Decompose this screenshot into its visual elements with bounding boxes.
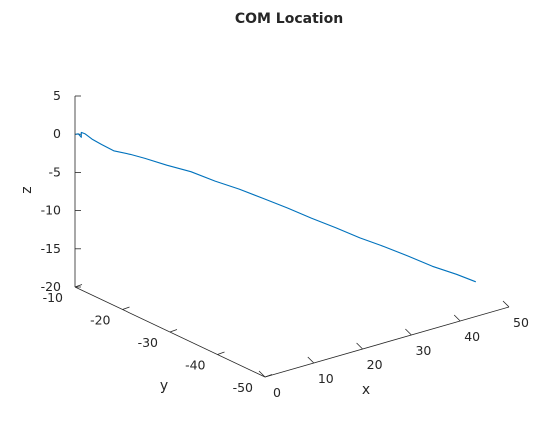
chart-title: COM Location [235,11,343,27]
z-tick-label: -10 [41,203,61,218]
y-tick-label: -30 [138,335,158,350]
y-tick-label: -50 [233,380,253,395]
x-tick-mark [308,357,314,363]
x-tick-mark [503,301,509,307]
y-tick-mark [265,375,272,378]
z-tick-label: 0 [53,126,61,141]
x-tick-label: 30 [415,343,431,358]
y-tick-mark [123,307,130,310]
x-tick-label: 20 [367,357,383,372]
series-group [76,132,476,281]
y-tick-label: -20 [90,313,110,328]
x-tick-label: 40 [464,329,480,344]
z-axis-label: z [19,186,35,193]
y-tick-label: -10 [43,290,63,305]
x-tick-label: 10 [318,371,334,386]
y-axis-label: y [160,378,168,394]
x-tick-mark [405,329,411,335]
y-tick-mark [170,330,177,333]
x-tick-mark [357,343,363,349]
y-tick-label: -40 [185,358,205,373]
x-axis-label: x [362,382,370,398]
x-tick-mark [454,315,460,321]
x-tick-mark [259,371,265,377]
z-tick-label: -5 [49,164,61,179]
z-tick-label: 5 [53,88,61,103]
z-tick-label: -15 [41,241,61,256]
x-tick-label: 50 [513,315,529,330]
y-tick-mark [218,352,225,355]
series-line-0 [76,132,476,281]
x-tick-label: 0 [273,385,281,400]
